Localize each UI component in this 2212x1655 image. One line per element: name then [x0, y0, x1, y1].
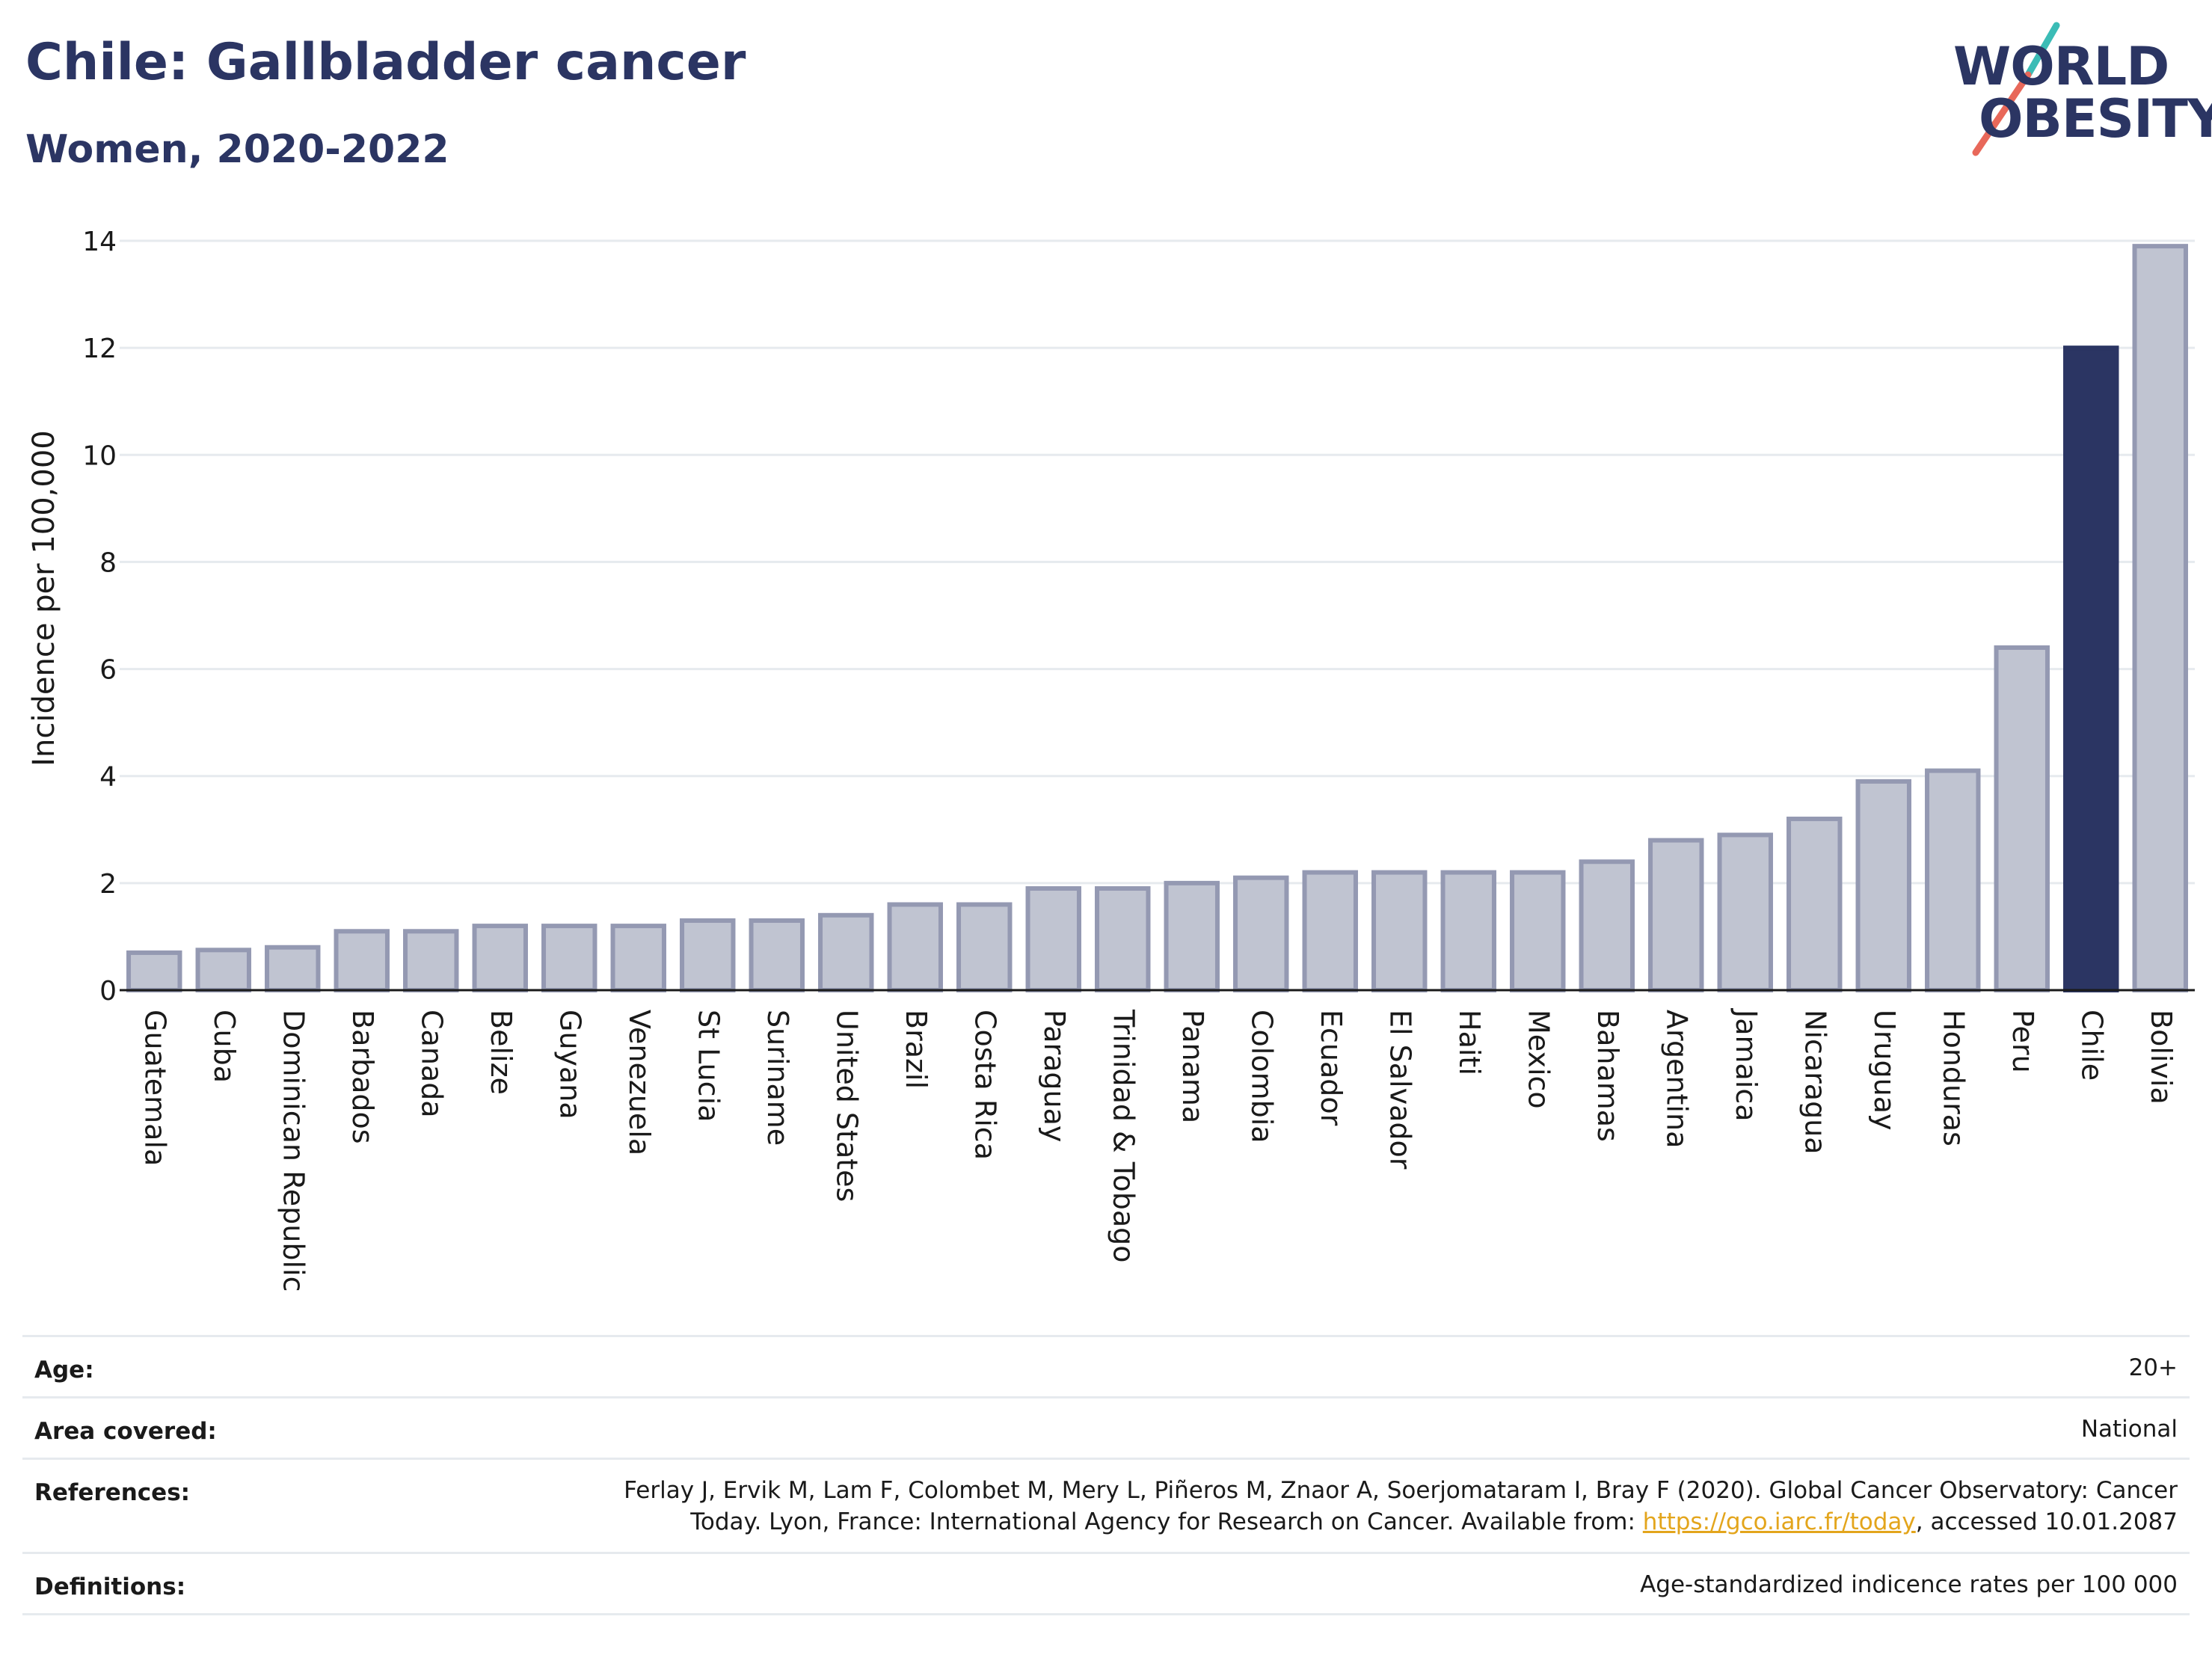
- x-tick-label: Canada: [415, 1010, 448, 1118]
- bar-belize[interactable]: [472, 924, 528, 992]
- logo-line-1: WORLD: [1953, 36, 2169, 97]
- meta-row-area: Area covered: National: [22, 1396, 2190, 1460]
- meta-row-definitions: Definitions: Age-standardized indicence …: [22, 1552, 2190, 1615]
- bar-brazil[interactable]: [887, 902, 943, 992]
- bar-venezuela[interactable]: [610, 924, 666, 992]
- bar-panama[interactable]: [1164, 880, 1220, 993]
- x-tick-label: Argentina: [1660, 1010, 1693, 1148]
- bar-paraguay[interactable]: [1025, 886, 1081, 992]
- bar-chart: 0 2 4 6 8 10 12 14 Incidence per 100,000 Guatemal…: [27, 227, 2195, 1292]
- x-tick-label: Venezuela: [623, 1010, 656, 1155]
- bar-haiti[interactable]: [1440, 870, 1496, 992]
- meta-value-age: 20+: [2128, 1354, 2178, 1381]
- x-tick-label: Panama: [1176, 1010, 1209, 1123]
- y-axis-label: Incidence per 100,000: [27, 430, 61, 767]
- x-tick-label: Costa Rica: [968, 1010, 1001, 1160]
- x-tick-label: Suriname: [761, 1010, 794, 1146]
- meta-row-age: Age: 20+: [22, 1335, 2190, 1398]
- bar-guatemala[interactable]: [126, 950, 182, 993]
- bar-bolivia[interactable]: [2132, 244, 2188, 992]
- bar-argentina[interactable]: [1648, 838, 1704, 992]
- x-tick-label: Jamaica: [1730, 1008, 1763, 1122]
- x-tick-label: Bahamas: [1591, 1010, 1624, 1142]
- x-tick-label: Peru: [2006, 1010, 2039, 1073]
- bar-chile[interactable]: [2063, 346, 2119, 992]
- x-tick-label: El Salvador: [1383, 1010, 1416, 1170]
- x-tick-label: Mexico: [1522, 1010, 1555, 1109]
- bar-canada[interactable]: [403, 929, 459, 993]
- bar-mexico[interactable]: [1510, 870, 1566, 992]
- x-tick-label: Dominican Republic: [277, 1010, 310, 1292]
- bar-nicaragua[interactable]: [1787, 816, 1843, 992]
- bar-bahamas[interactable]: [1579, 859, 1635, 992]
- meta-label-definitions: Definitions:: [34, 1573, 186, 1600]
- references-line-1: Ferlay J, Ervik M, Lam F, Colombet M, Me…: [624, 1477, 2178, 1504]
- bar-trinidad-tobago[interactable]: [1095, 886, 1151, 992]
- x-tick-label: Belize: [485, 1010, 517, 1095]
- y-tick-label: 0: [99, 976, 117, 1007]
- meta-row-references: References: Ferlay J, Ervik M, Lam F, Co…: [22, 1458, 2190, 1554]
- bar-cuba[interactable]: [195, 948, 251, 992]
- references-text-after: , accessed 10.01.2087: [1915, 1508, 2178, 1535]
- chart-subtitle: Women, 2020-2022: [25, 127, 449, 172]
- x-tick-label: United States: [830, 1010, 863, 1202]
- x-tick-label: Cuba: [208, 1010, 241, 1083]
- bar-guyana[interactable]: [541, 924, 597, 992]
- bar-dominican-republic[interactable]: [265, 945, 321, 992]
- bar-costa-rica[interactable]: [956, 902, 1013, 992]
- bar-uruguay[interactable]: [1855, 779, 1911, 993]
- x-tick-label: Colombia: [1245, 1010, 1278, 1143]
- x-tick-label: St Lucia: [692, 1010, 725, 1122]
- bar-colombia[interactable]: [1233, 875, 1289, 992]
- x-tick-label: Uruguay: [1868, 1010, 1901, 1131]
- chart-title: Chile: Gallbladder cancer: [25, 33, 746, 92]
- references-text-before: Today. Lyon, France: International Agenc…: [690, 1508, 1643, 1535]
- x-tick-label: Trinidad & Tobago: [1107, 1009, 1140, 1263]
- x-tick-label: Paraguay: [1038, 1010, 1071, 1142]
- y-tick-label: 14: [82, 227, 117, 257]
- x-tick-label: Barbados: [346, 1010, 379, 1144]
- meta-bottom-divider: [22, 1613, 2190, 1615]
- x-tick-label: Guyana: [553, 1010, 586, 1120]
- bar-suriname[interactable]: [749, 918, 805, 993]
- meta-value-area: National: [2080, 1416, 2178, 1443]
- logo-slash-icon: [1972, 22, 2060, 156]
- bar-jamaica[interactable]: [1717, 832, 1773, 993]
- references-link[interactable]: https://gco.iarc.fr/today: [1642, 1508, 1916, 1535]
- y-tick-label: 10: [82, 440, 117, 471]
- meta-label-references: References:: [34, 1479, 191, 1506]
- meta-label-area: Area covered:: [34, 1418, 217, 1445]
- world-obesity-logo: WORLD OBESITY: [1944, 21, 2212, 163]
- bar-barbados[interactable]: [334, 929, 390, 993]
- x-tick-label: Ecuador: [1315, 1010, 1348, 1126]
- y-tick-label: 8: [99, 547, 117, 578]
- x-tick-label: Brazil: [900, 1010, 933, 1089]
- bar-st-lucia[interactable]: [680, 918, 736, 993]
- x-tick-label: Haiti: [1453, 1010, 1486, 1075]
- meta-value-references: Ferlay J, Ervik M, Lam F, Colombet M, Me…: [624, 1475, 2178, 1538]
- logo-line-2: OBESITY: [1979, 88, 2212, 150]
- bar-united-states[interactable]: [818, 912, 874, 993]
- x-tick-label: Honduras: [1937, 1010, 1970, 1146]
- meta-label-age: Age:: [34, 1357, 94, 1384]
- meta-value-definitions: Age-standardized indicence rates per 100…: [1640, 1571, 2178, 1598]
- y-tick-label: 4: [99, 762, 117, 793]
- x-tick-label: Nicaragua: [1798, 1010, 1831, 1155]
- bar-el-salvador[interactable]: [1371, 870, 1428, 992]
- y-tick-label: 6: [99, 655, 117, 686]
- bar-ecuador[interactable]: [1302, 870, 1358, 992]
- y-tick-label: 12: [82, 334, 117, 364]
- x-tick-label: Chile: [2075, 1010, 2108, 1081]
- bar-peru[interactable]: [1994, 645, 2050, 992]
- y-tick-label: 2: [99, 869, 117, 900]
- x-tick-label: Bolivia: [2145, 1010, 2178, 1105]
- bar-honduras[interactable]: [1925, 768, 1981, 992]
- references-line-2: Today. Lyon, France: International Agenc…: [624, 1506, 2178, 1538]
- x-tick-label: Guatemala: [138, 1010, 171, 1166]
